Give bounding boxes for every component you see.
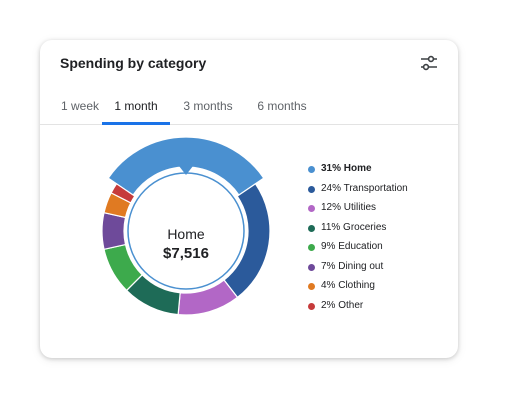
legend-label: 24% Transportation xyxy=(321,182,408,194)
legend-label: 4% Clothing xyxy=(321,280,375,291)
spending-card: Spending by category 1 week 1 month 3 mo… xyxy=(40,40,458,358)
legend-label: 11% Groceries xyxy=(321,221,387,233)
legend-dot xyxy=(308,244,315,251)
selection-pointer xyxy=(179,166,193,175)
legend-label: 12% Utilities xyxy=(321,202,377,213)
legend-dot xyxy=(308,166,315,173)
tab-1-week[interactable]: 1 week xyxy=(60,99,100,113)
card-header: Spending by category xyxy=(40,40,458,86)
legend-dot xyxy=(308,185,315,193)
tune-icon xyxy=(421,55,437,71)
legend-label: 31% Home xyxy=(321,163,372,174)
center-amount: $7,516 xyxy=(163,245,209,262)
legend-dot xyxy=(308,263,315,271)
tab-3-months[interactable]: 3 months xyxy=(183,99,233,113)
legend-label: 7% Dining out xyxy=(321,260,384,272)
donut-slice-other[interactable] xyxy=(110,182,136,204)
filter-button[interactable] xyxy=(418,52,440,74)
period-tabs: 1 week 1 month 3 months 6 months xyxy=(40,90,458,125)
legend-dot xyxy=(308,205,315,212)
card-title: Spending by category xyxy=(60,55,207,71)
legend-dot xyxy=(308,283,315,290)
tab-1-month[interactable]: 1 month xyxy=(102,90,170,125)
tab-6-months[interactable]: 6 months xyxy=(257,99,307,113)
donut-slice-dining-out[interactable] xyxy=(101,211,127,251)
legend-label: 9% Education xyxy=(321,241,383,252)
legend-dot xyxy=(308,224,315,232)
legend-dot xyxy=(308,302,315,310)
donut-chart xyxy=(101,136,271,316)
center-category-label: Home xyxy=(167,226,205,242)
legend-label: 2% Other xyxy=(321,299,364,311)
chart-area: 31% Home 24% Transportation 12% Utilities 1… xyxy=(40,125,458,358)
